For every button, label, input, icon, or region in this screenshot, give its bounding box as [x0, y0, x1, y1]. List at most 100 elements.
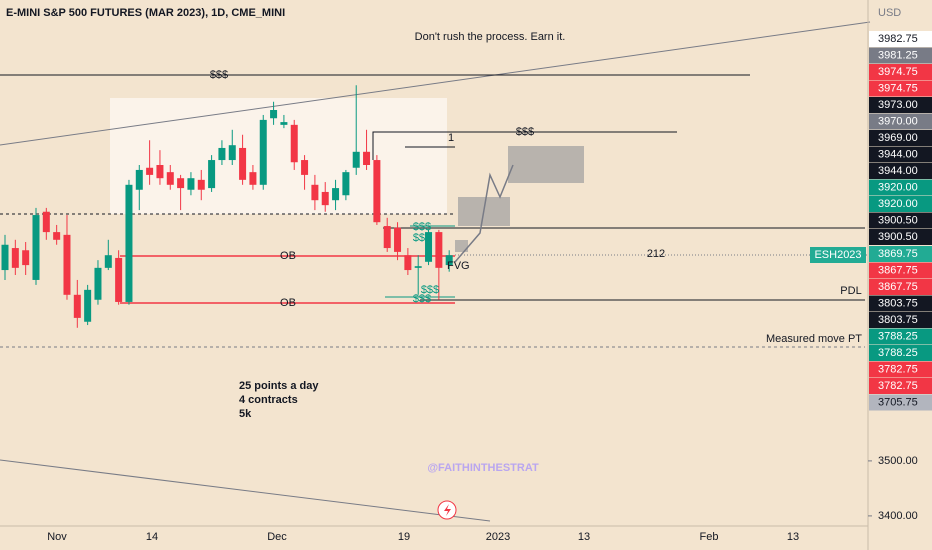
annotation: 212: [647, 248, 665, 260]
price-label-bg: [869, 97, 932, 113]
candle-body: [228, 145, 236, 161]
projection-box: [508, 146, 584, 183]
price-label: 3900.50: [878, 231, 918, 243]
price-label: 3969.00: [878, 132, 918, 144]
price-label: 3974.75: [878, 82, 918, 94]
price-label: 3920.00: [878, 181, 918, 193]
price-label: 3900.50: [878, 214, 918, 226]
price-label-bg: [869, 80, 932, 97]
candle-body: [383, 226, 391, 249]
candle-body: [104, 255, 112, 268]
candle-body: [445, 255, 453, 266]
price-label-bg: [869, 246, 932, 262]
price-label: 3803.75: [878, 314, 918, 326]
candle-body: [435, 232, 443, 268]
chart-title: E-MINI S&P 500 FUTURES (MAR 2023), 1D, C…: [6, 7, 285, 19]
candle-body: [11, 248, 19, 268]
candle-body: [311, 184, 319, 201]
price-label: 3981.25: [878, 49, 918, 61]
candle-body: [280, 122, 288, 125]
y-tick-label: 3400.00: [878, 510, 918, 522]
candle-body: [290, 124, 298, 163]
candle-body: [94, 267, 102, 300]
price-label-bg: [869, 146, 932, 163]
price-label-bg: [869, 361, 932, 378]
price-label-bg: [869, 312, 932, 328]
candle-body: [156, 165, 164, 179]
candle-body: [425, 232, 433, 262]
price-label-bg: [869, 64, 932, 80]
price-label-bg: [869, 179, 932, 196]
price-label: 3803.75: [878, 297, 918, 309]
candle-body: [208, 160, 216, 189]
candle-body: [239, 147, 247, 180]
price-label-bg: [869, 163, 932, 179]
candle-body: [218, 147, 226, 161]
candle-body: [63, 234, 71, 295]
price-label-bg: [869, 47, 932, 64]
x-tick-label: 2023: [486, 531, 510, 543]
x-tick-label: 13: [578, 531, 590, 543]
price-label: 3867.75: [878, 264, 918, 276]
price-label: 3782.75: [878, 380, 918, 392]
candle-body: [73, 294, 81, 318]
x-tick-label: 14: [146, 531, 158, 543]
price-label: 3788.25: [878, 330, 918, 342]
price-label: 3705.75: [878, 396, 918, 408]
candle-body: [187, 178, 195, 190]
price-label: 3973.00: [878, 99, 918, 111]
price-label-bg: [869, 31, 932, 47]
annotation: $$$: [413, 221, 431, 233]
candle-body: [332, 188, 340, 201]
candle-body: [177, 178, 185, 189]
price-label-bg: [869, 212, 932, 229]
annotation: 1: [448, 132, 454, 144]
candle-body: [259, 119, 267, 185]
x-tick-label: Dec: [267, 531, 287, 543]
annotation: Don't rush the process. Earn it.: [415, 31, 566, 43]
candle-body: [22, 250, 30, 266]
candle-body: [301, 160, 309, 175]
price-label: 3782.75: [878, 363, 918, 375]
price-label-bg: [869, 279, 932, 295]
candle-body: [135, 169, 143, 190]
price-label-bg: [869, 345, 932, 361]
candle-body: [53, 232, 61, 240]
candle-body: [373, 160, 381, 223]
currency-label: USD: [878, 7, 901, 19]
price-label: 3788.25: [878, 347, 918, 359]
price-label: 3970.00: [878, 115, 918, 127]
candle-body: [42, 211, 50, 233]
candle-body: [321, 191, 329, 206]
price-label: 3944.00: [878, 165, 918, 177]
trend-line: [0, 459, 491, 522]
candle-body: [146, 167, 154, 175]
price-label-bg: [869, 130, 932, 146]
annotation: PDL: [840, 285, 861, 297]
range-box: [110, 98, 447, 214]
symbol-tag-bg: [810, 247, 866, 263]
x-tick-label: 19: [398, 531, 410, 543]
fvg-box: [455, 240, 468, 252]
price-label-bg: [869, 328, 932, 345]
price-label-bg: [869, 394, 932, 411]
event-icon-glyph: [444, 504, 451, 516]
candle-body: [32, 215, 40, 280]
candle-body: [342, 172, 350, 196]
projection-path: [454, 164, 514, 263]
symbol-tag: ESH2023: [814, 249, 861, 261]
candle-body: [363, 151, 371, 165]
price-label-bg: [869, 378, 932, 394]
annotation: $$$: [413, 293, 431, 305]
candle-body: [404, 255, 412, 271]
price-label: 3944.00: [878, 148, 918, 160]
x-tick-label: 13: [787, 531, 799, 543]
annotation: $$$: [210, 69, 228, 81]
candle-body: [394, 227, 402, 252]
annotation: Measured move PT: [766, 333, 862, 345]
trend-line: [0, 21, 871, 146]
annotation: 5k: [239, 408, 252, 420]
